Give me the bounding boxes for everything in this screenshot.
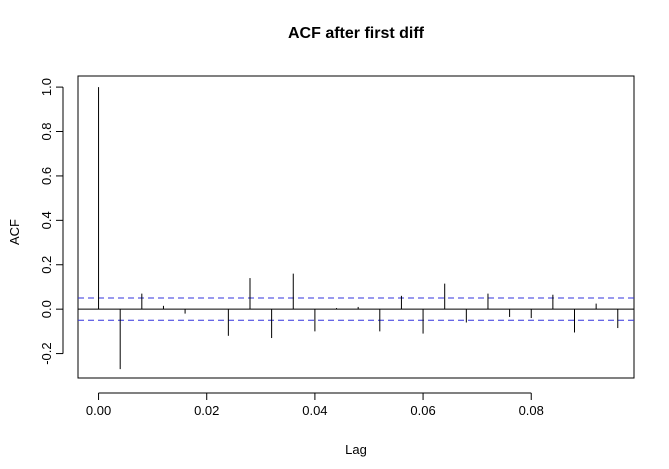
y-tick-label: 0.6 bbox=[39, 167, 54, 185]
y-axis-label: ACF bbox=[7, 219, 22, 245]
y-tick-label: 0.4 bbox=[39, 211, 54, 229]
x-tick-label: 0.06 bbox=[410, 403, 435, 418]
x-tick-label: 0.04 bbox=[302, 403, 327, 418]
y-axis: -0.2 0.0 0.2 0.4 0.6 0.8 1.0 bbox=[39, 78, 64, 365]
x-tick-label: 0.00 bbox=[86, 403, 111, 418]
plot-frame bbox=[77, 75, 635, 379]
y-tick-label: 1.0 bbox=[39, 78, 54, 96]
chart-title: ACF after first diff bbox=[288, 25, 425, 42]
y-tick-label: 0.2 bbox=[39, 256, 54, 274]
y-tick-label: 0.8 bbox=[39, 122, 54, 140]
y-tick-label: -0.2 bbox=[39, 342, 54, 364]
acf-bars bbox=[98, 87, 619, 370]
x-tick-label: 0.02 bbox=[194, 403, 219, 418]
x-axis: 0.00 0.02 0.04 0.06 0.08 bbox=[86, 392, 544, 418]
y-tick-label: 0.0 bbox=[39, 300, 54, 318]
x-tick-label: 0.08 bbox=[519, 403, 544, 418]
x-axis-label: Lag bbox=[345, 442, 367, 457]
